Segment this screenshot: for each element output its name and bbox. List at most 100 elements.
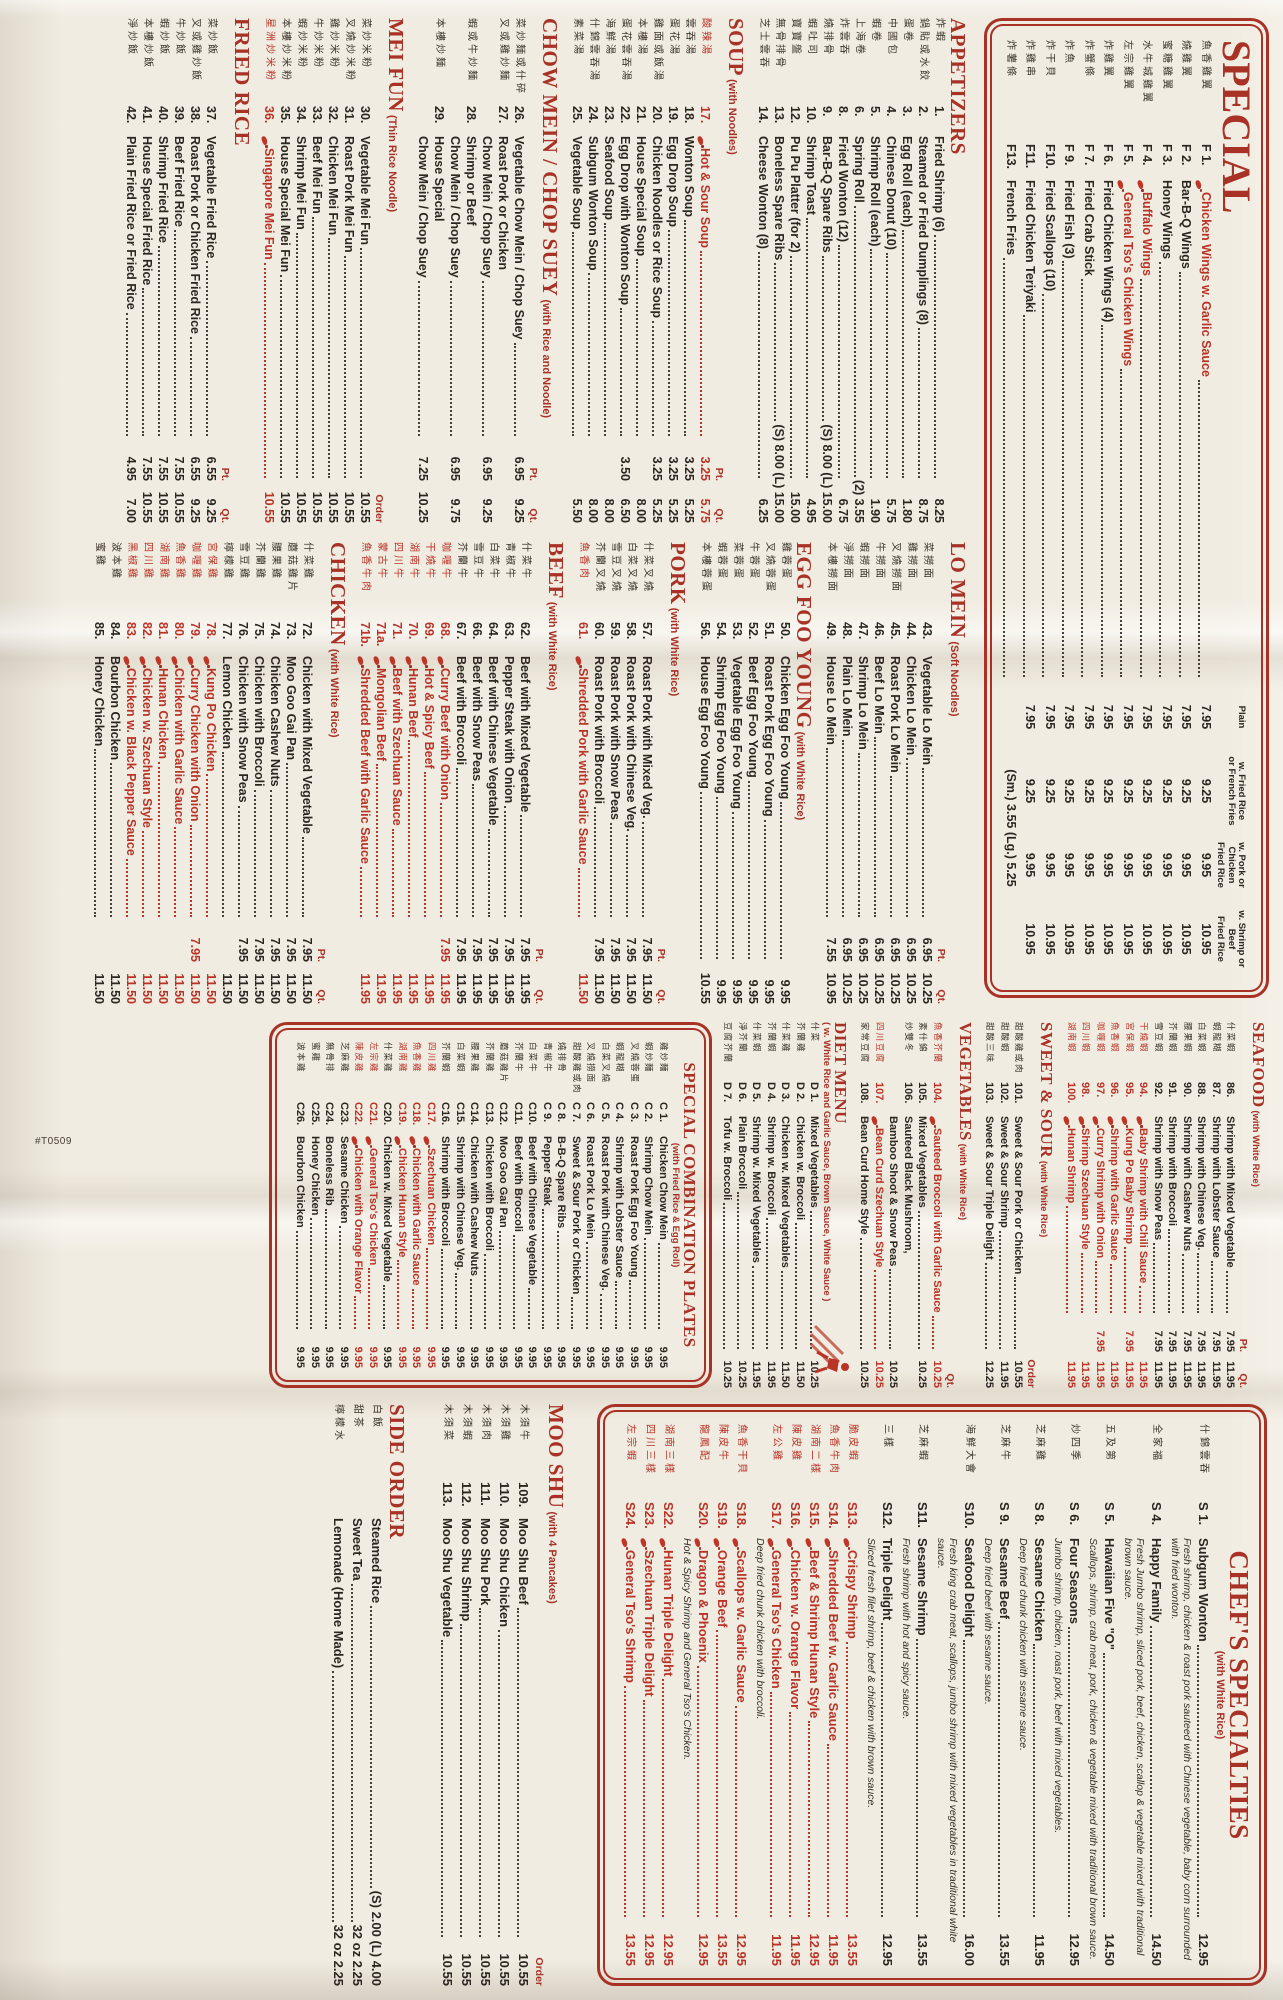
item-name: Hot & Spicy Beef [421, 668, 436, 769]
menu-item: 腰果蝦 90. Shrimp with Cashew Nuts 7.95 11.95 [1179, 1022, 1194, 1388]
item-price: 9.95 [366, 1346, 379, 1368]
chili-pepper-icon [1107, 1116, 1117, 1128]
item-chinese-name: 本樓蓉蛋 [699, 542, 711, 594]
item-chinese-name: 咖喱雞 [189, 542, 201, 581]
item-chinese-name: 蝦炒飯 [157, 18, 169, 57]
item-chinese-name: 蛋花湯 [667, 18, 679, 57]
item-price: 3.25 [649, 456, 664, 481]
section-subtitle: (with White Rice) [1038, 1158, 1050, 1238]
item-number: 45. [887, 622, 902, 640]
item-price: 9.25 [1101, 778, 1116, 804]
item-name: Shrimp with Mixed Vegetable [1224, 1116, 1237, 1268]
item-number: F13. [1004, 144, 1018, 170]
item-price: 10.95 [1179, 923, 1194, 955]
item-chinese-name: 菜撈面 [921, 542, 933, 581]
header-line: w. Shrimp or Beef [1226, 910, 1248, 968]
item-chinese-name: 本樓炒米粉 [279, 18, 291, 83]
dotted-leader [635, 259, 638, 436]
item-price: 13.55 [915, 1933, 931, 1966]
item-name: Egg Roll (each) [899, 136, 914, 227]
item-number: F11. [1023, 144, 1038, 169]
diet-decoration-icon [809, 1324, 849, 1374]
item-chinese-name: 淨撈面 [841, 542, 853, 581]
item-price: 3.25 [681, 456, 696, 481]
item-number: 88. [1195, 1082, 1208, 1098]
item-price: 7.95 [1166, 1330, 1179, 1352]
dotted-leader [1062, 261, 1064, 677]
item-chinese-name: 左宗雞 [367, 1042, 378, 1074]
item-chinese-name: 檸檬水 [333, 1404, 345, 1443]
section-moo-shu: MOO SHU (with 4 Pancakes) Order 木須牛 109. Moo… [438, 1404, 568, 1986]
item-name: Buffalo Wings [1140, 192, 1155, 276]
item-price: 32 oz 2.25 [331, 1924, 347, 1986]
dotted-leader [1003, 258, 1006, 677]
item-price: 11.95 [453, 973, 468, 1004]
item-price: (S) 8.00 (L) 15.00 [819, 424, 834, 523]
dotted-leader [253, 789, 256, 917]
item-chinese-name: 蝦吐司 [805, 18, 817, 57]
dotted-leader [441, 1640, 444, 1937]
item-chinese-name: 什菜牛 [519, 542, 531, 581]
item-chinese-name: 燒排骨 [821, 18, 833, 57]
dotted-leader [699, 791, 702, 959]
menu-item: 木須牛 109. Moo Shu Beef 10.55 [514, 1404, 533, 1986]
price-column-labels: Pt. Qt. [713, 18, 725, 523]
menu-item: 什錦雲吞湯 24. Subgum Wonton Soup 8.00 [585, 18, 601, 523]
dotted-leader [901, 229, 904, 478]
dotted-leader [697, 1665, 700, 1917]
item-chinese-name: 酸辣湯 [699, 18, 711, 57]
item-price: 11.50 [155, 973, 170, 1004]
item-price: 12.95 [1067, 1933, 1083, 1966]
dotted-leader [1124, 1247, 1127, 1313]
chili-pepper-icon [929, 1116, 939, 1128]
item-price: 11.50 [575, 973, 590, 1004]
dotted-leader [963, 1639, 966, 1917]
special-menu-item: 左宗雞翼 F 5. General Tso's Chicken Wings 7.95 9… [1118, 40, 1138, 976]
item-name: House Special Mei Fun [277, 136, 292, 273]
item-number: S20. [696, 1502, 712, 1529]
dotted-leader [722, 1203, 725, 1349]
item-number: 38. [187, 106, 202, 124]
dotted-leader [735, 1705, 738, 1917]
item-chinese-name: 白菜叉燒 [625, 542, 637, 594]
item-number: 78. [203, 622, 218, 640]
item-price: 11.95 [373, 973, 388, 1004]
item-name: Seafood Delight [962, 1538, 978, 1637]
dotted-leader [827, 1743, 830, 1917]
item-price: 8.00 [601, 498, 616, 523]
item-chinese-name: 木須肉 [480, 1404, 492, 1443]
item-number: 51. [761, 622, 776, 640]
item-name: Moo Shu Shrimp [459, 1518, 475, 1622]
menu-item: 左宗雞 C21. General Tso's Chicken 9.95 [365, 1042, 380, 1368]
dotted-leader [889, 775, 892, 917]
item-number: 26. [511, 106, 526, 124]
item-price: 11.95 [1079, 1361, 1092, 1388]
item-price: 9.25 [1160, 778, 1174, 804]
item-name: Vegetable Egg Foo Young [729, 656, 744, 810]
item-name: Sesame Beef [997, 1538, 1013, 1619]
item-number: S14. [826, 1502, 842, 1529]
item-chinese-name: 芝麻蝦 [917, 1424, 929, 1463]
item-chinese-name: 干燒蝦 [1138, 1022, 1149, 1054]
item-number: 87. [1209, 1082, 1222, 1098]
item-price: 7.55 [139, 456, 154, 481]
item-chinese-name: 蝦卷 [869, 18, 881, 44]
dotted-leader [917, 327, 920, 478]
item-number: F 7. [1082, 144, 1096, 166]
section-title-text: BEEF [543, 542, 568, 599]
print-code: #T0509 [35, 1136, 72, 1147]
item-name: Roast Pork or Chicken Fried Rice [187, 136, 202, 334]
item-number: C 7. [569, 1102, 582, 1123]
item-number: 59. [607, 622, 622, 640]
item-name: Bourbon Chicken [107, 656, 122, 761]
item-price: 9.25 [1199, 778, 1213, 804]
item-price: 8.00 [633, 498, 648, 523]
item-number: C20. [381, 1102, 394, 1126]
item-number: S16. [788, 1502, 804, 1529]
dotted-leader [1167, 1229, 1170, 1313]
menu-item: 干燒牛 69. Hot & Spicy Beef 11.95 [421, 542, 437, 1004]
menu-item: 素什錦 105. Mixed Vegetables 10.25 [915, 1022, 930, 1388]
item-price: 7.95 [1093, 1330, 1106, 1352]
item-price: 11.95 [389, 973, 404, 1004]
dotted-leader [375, 764, 378, 917]
